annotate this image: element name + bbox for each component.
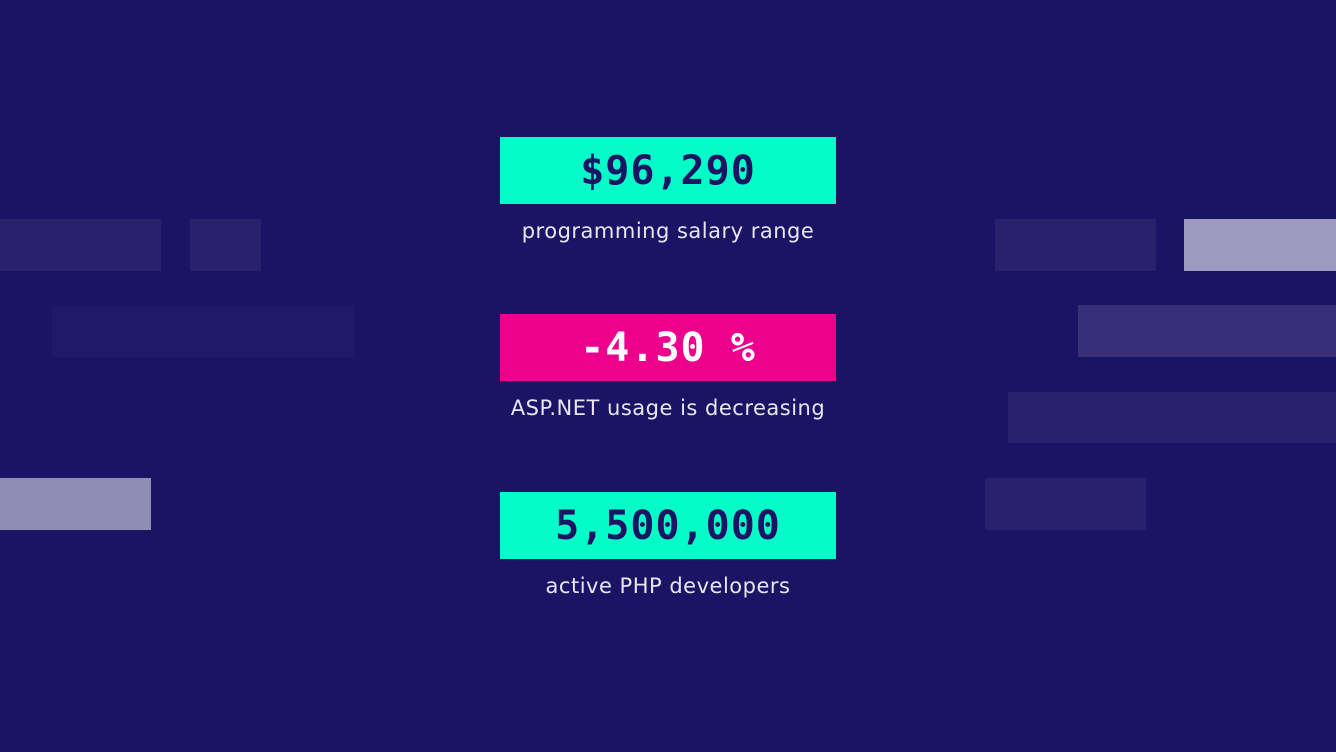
decorative-bar-left-3 [52,306,354,357]
salary-stat-label: programming salary range [521,219,815,243]
decorative-bar-left-4 [0,478,151,530]
decorative-bar-right-5 [985,478,1146,530]
decorative-bar-right-3 [1078,305,1336,357]
salary-stat-value: $96,290 [500,137,836,204]
decorative-bar-right-1 [995,219,1156,271]
decorative-bar-right-4 [1008,392,1336,443]
decorative-bar-left-1 [0,219,161,271]
aspnet-usage-stat-label: ASP.NET usage is decreasing [510,396,826,420]
decorative-bar-right-2 [1184,219,1336,271]
php-developers-stat-label: active PHP developers [545,574,791,598]
php-developers-stat-value: 5,500,000 [500,492,836,559]
aspnet-usage-stat-value: -4.30 % [500,314,836,381]
decorative-bar-left-2 [190,219,261,271]
